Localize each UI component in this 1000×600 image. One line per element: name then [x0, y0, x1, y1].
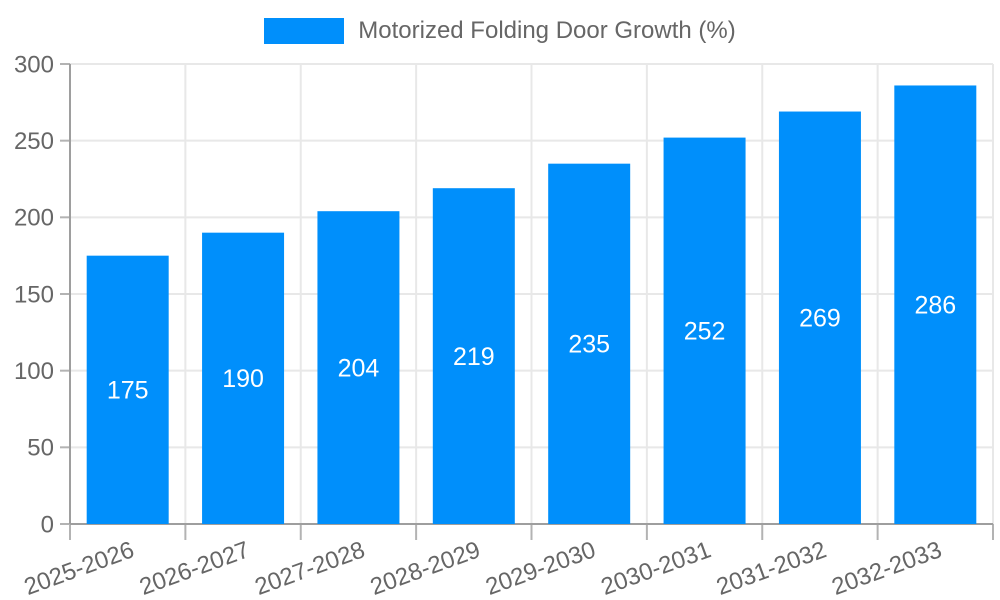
x-tick-label: 2031-2032 — [713, 536, 830, 600]
bar-2031-2032[interactable] — [778, 111, 861, 525]
x-tick-label: 2032-2033 — [828, 536, 945, 600]
bar-2030-2031[interactable] — [663, 137, 746, 524]
x-tick-label: 2029-2030 — [482, 536, 599, 600]
bar-2029-2030[interactable] — [548, 163, 631, 524]
bar-value-label: 286 — [914, 291, 956, 319]
bar-value-label: 190 — [222, 365, 264, 393]
bar-2027-2028[interactable] — [317, 211, 400, 524]
x-tick-label: 2027-2028 — [251, 536, 368, 600]
y-tick-label: 250 — [14, 128, 54, 155]
y-tick-label: 0 — [41, 511, 54, 538]
y-tick-label: 150 — [14, 281, 54, 308]
bar-value-label: 235 — [568, 331, 610, 359]
x-tick-label: 2026-2027 — [136, 536, 253, 600]
bar-value-label: 252 — [684, 318, 726, 346]
bar-2026-2027[interactable] — [202, 232, 285, 524]
x-tick-label: 2030-2031 — [598, 536, 715, 600]
bar-value-label: 175 — [107, 377, 149, 405]
bar-2032-2033[interactable] — [894, 85, 977, 524]
x-tick-label: 2025-2026 — [21, 536, 138, 600]
legend-swatch — [264, 18, 345, 44]
legend-label: Motorized Folding Door Growth (%) — [358, 17, 736, 44]
bar-value-label: 269 — [799, 305, 841, 333]
bar-value-label: 204 — [338, 354, 380, 382]
y-tick-label: 300 — [14, 51, 54, 78]
bar-2025-2026[interactable] — [86, 255, 169, 524]
legend[interactable]: Motorized Folding Door Growth (%) — [0, 18, 1000, 44]
y-tick-label: 200 — [14, 205, 54, 232]
y-tick-label: 100 — [14, 358, 54, 385]
y-tick-label: 50 — [27, 435, 54, 462]
bar-value-label: 219 — [453, 343, 495, 371]
bar-2028-2029[interactable] — [432, 188, 515, 524]
x-tick-label: 2028-2029 — [367, 536, 484, 600]
